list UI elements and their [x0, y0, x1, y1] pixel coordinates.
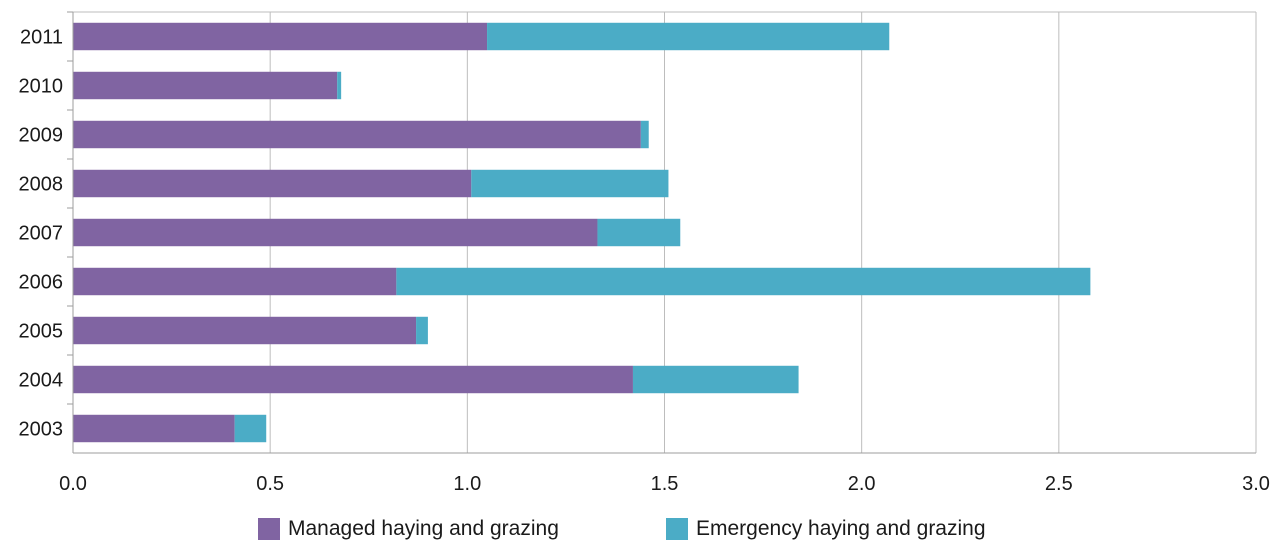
y-tick-label: 2009 [19, 125, 64, 147]
chart-plot: 2003 2004 2005 2006 2007 2008 2009 2010 2011 0.0… [19, 11, 1270, 495]
x-tick-labels: 0.0 0.5 1.0 1.5 2.0 2.5 3.0 [59, 473, 1270, 495]
y-tick-label: 2006 [19, 272, 64, 294]
y-tick-label: 2008 [19, 174, 64, 196]
bar-emergency-2008 [471, 169, 669, 198]
bar-managed-2009 [73, 120, 641, 149]
legend-label-emergency: Emergency haying and grazing [696, 517, 986, 540]
x-tick-label: 3.0 [1242, 473, 1270, 495]
x-tick-label: 1.5 [651, 473, 679, 495]
bar-emergency-2006 [396, 267, 1091, 296]
y-tick-label: 2011 [20, 27, 63, 49]
bar-managed-2010 [73, 71, 338, 100]
y-tick-label: 2004 [19, 370, 64, 392]
bar-managed-2005 [73, 316, 417, 345]
y-tick-label: 2005 [19, 321, 64, 343]
legend: Managed haying and grazing Emergency hay… [0, 514, 1274, 544]
legend-item-managed: Managed haying and grazing [258, 514, 559, 544]
bar-emergency-2003 [234, 414, 267, 443]
y-tick-label: 2007 [19, 223, 64, 245]
bar-emergency-2010 [337, 71, 342, 100]
bar-emergency-2009 [640, 120, 649, 149]
bar-managed-2004 [73, 365, 633, 394]
bar-managed-2008 [73, 169, 472, 198]
bar-emergency-2005 [416, 316, 428, 345]
bar-emergency-2004 [632, 365, 799, 394]
bar-emergency-2007 [597, 218, 681, 247]
bar-managed-2007 [73, 218, 598, 247]
x-tick-label: 0.0 [59, 473, 87, 495]
y-tick-label: 2010 [19, 76, 64, 98]
bar-emergency-2011 [487, 22, 890, 51]
y-tick-label: 2003 [19, 419, 64, 441]
category-labels: 2003 2004 2005 2006 2007 2008 2009 2010 2011 [19, 27, 64, 441]
legend-swatch-emergency [666, 518, 688, 540]
bars [73, 22, 1091, 443]
bar-managed-2011 [73, 22, 488, 51]
x-tick-label: 2.5 [1045, 473, 1073, 495]
legend-label-managed: Managed haying and grazing [288, 517, 559, 540]
legend-swatch-managed [258, 518, 280, 540]
x-tick-label: 2.0 [848, 473, 876, 495]
x-tick-label: 0.5 [256, 473, 284, 495]
bar-managed-2006 [73, 267, 397, 296]
axes [67, 11, 1256, 454]
x-tick-label: 1.0 [453, 473, 481, 495]
legend-item-emergency: Emergency haying and grazing [666, 514, 986, 544]
bar-managed-2003 [73, 414, 235, 443]
